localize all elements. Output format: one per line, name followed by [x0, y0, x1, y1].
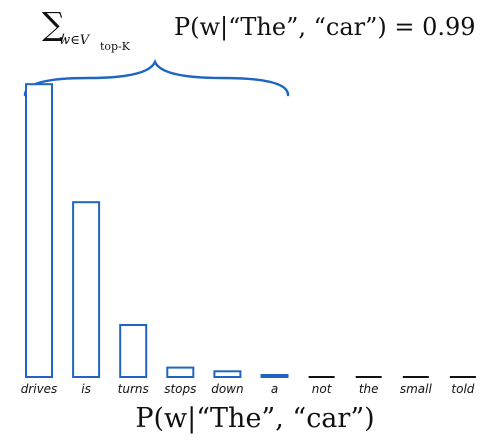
bar-stops [166, 366, 195, 379]
bar-is [72, 201, 101, 378]
tick-label-not: not [312, 382, 333, 396]
tick-label-is: is [81, 382, 91, 396]
bar-a [260, 374, 289, 378]
topk-sum-annotation: ∑ w∈V top-K P(w|“The”, “car”) = 0.99 [42, 5, 476, 53]
tick-label-turns: turns [118, 382, 149, 396]
sum-sub-subscript: top-K [100, 40, 131, 53]
tick-label-down: down [211, 382, 243, 396]
tick-label-a: a [271, 382, 278, 396]
bars-group [25, 83, 476, 379]
tick-label-stops: stops [164, 382, 196, 396]
x-axis-label: P(w|“The”, “car”) [135, 403, 374, 434]
bar-turns [119, 324, 148, 378]
sum-expression: P(w|“The”, “car”) = 0.99 [174, 13, 476, 42]
tick-label-told: told [451, 382, 474, 396]
tick-label-drives: drives [21, 382, 58, 396]
tick-labels-group: drives is turns stops down a not the small told [21, 382, 475, 396]
tick-label-the: the [359, 382, 379, 396]
sum-symbol: ∑ [42, 5, 65, 43]
sum-subscript: w∈V [59, 33, 91, 48]
topk-brace [23, 58, 290, 97]
bar-drives [25, 83, 53, 378]
tick-label-small: small [400, 382, 433, 396]
bar-down [213, 370, 242, 378]
